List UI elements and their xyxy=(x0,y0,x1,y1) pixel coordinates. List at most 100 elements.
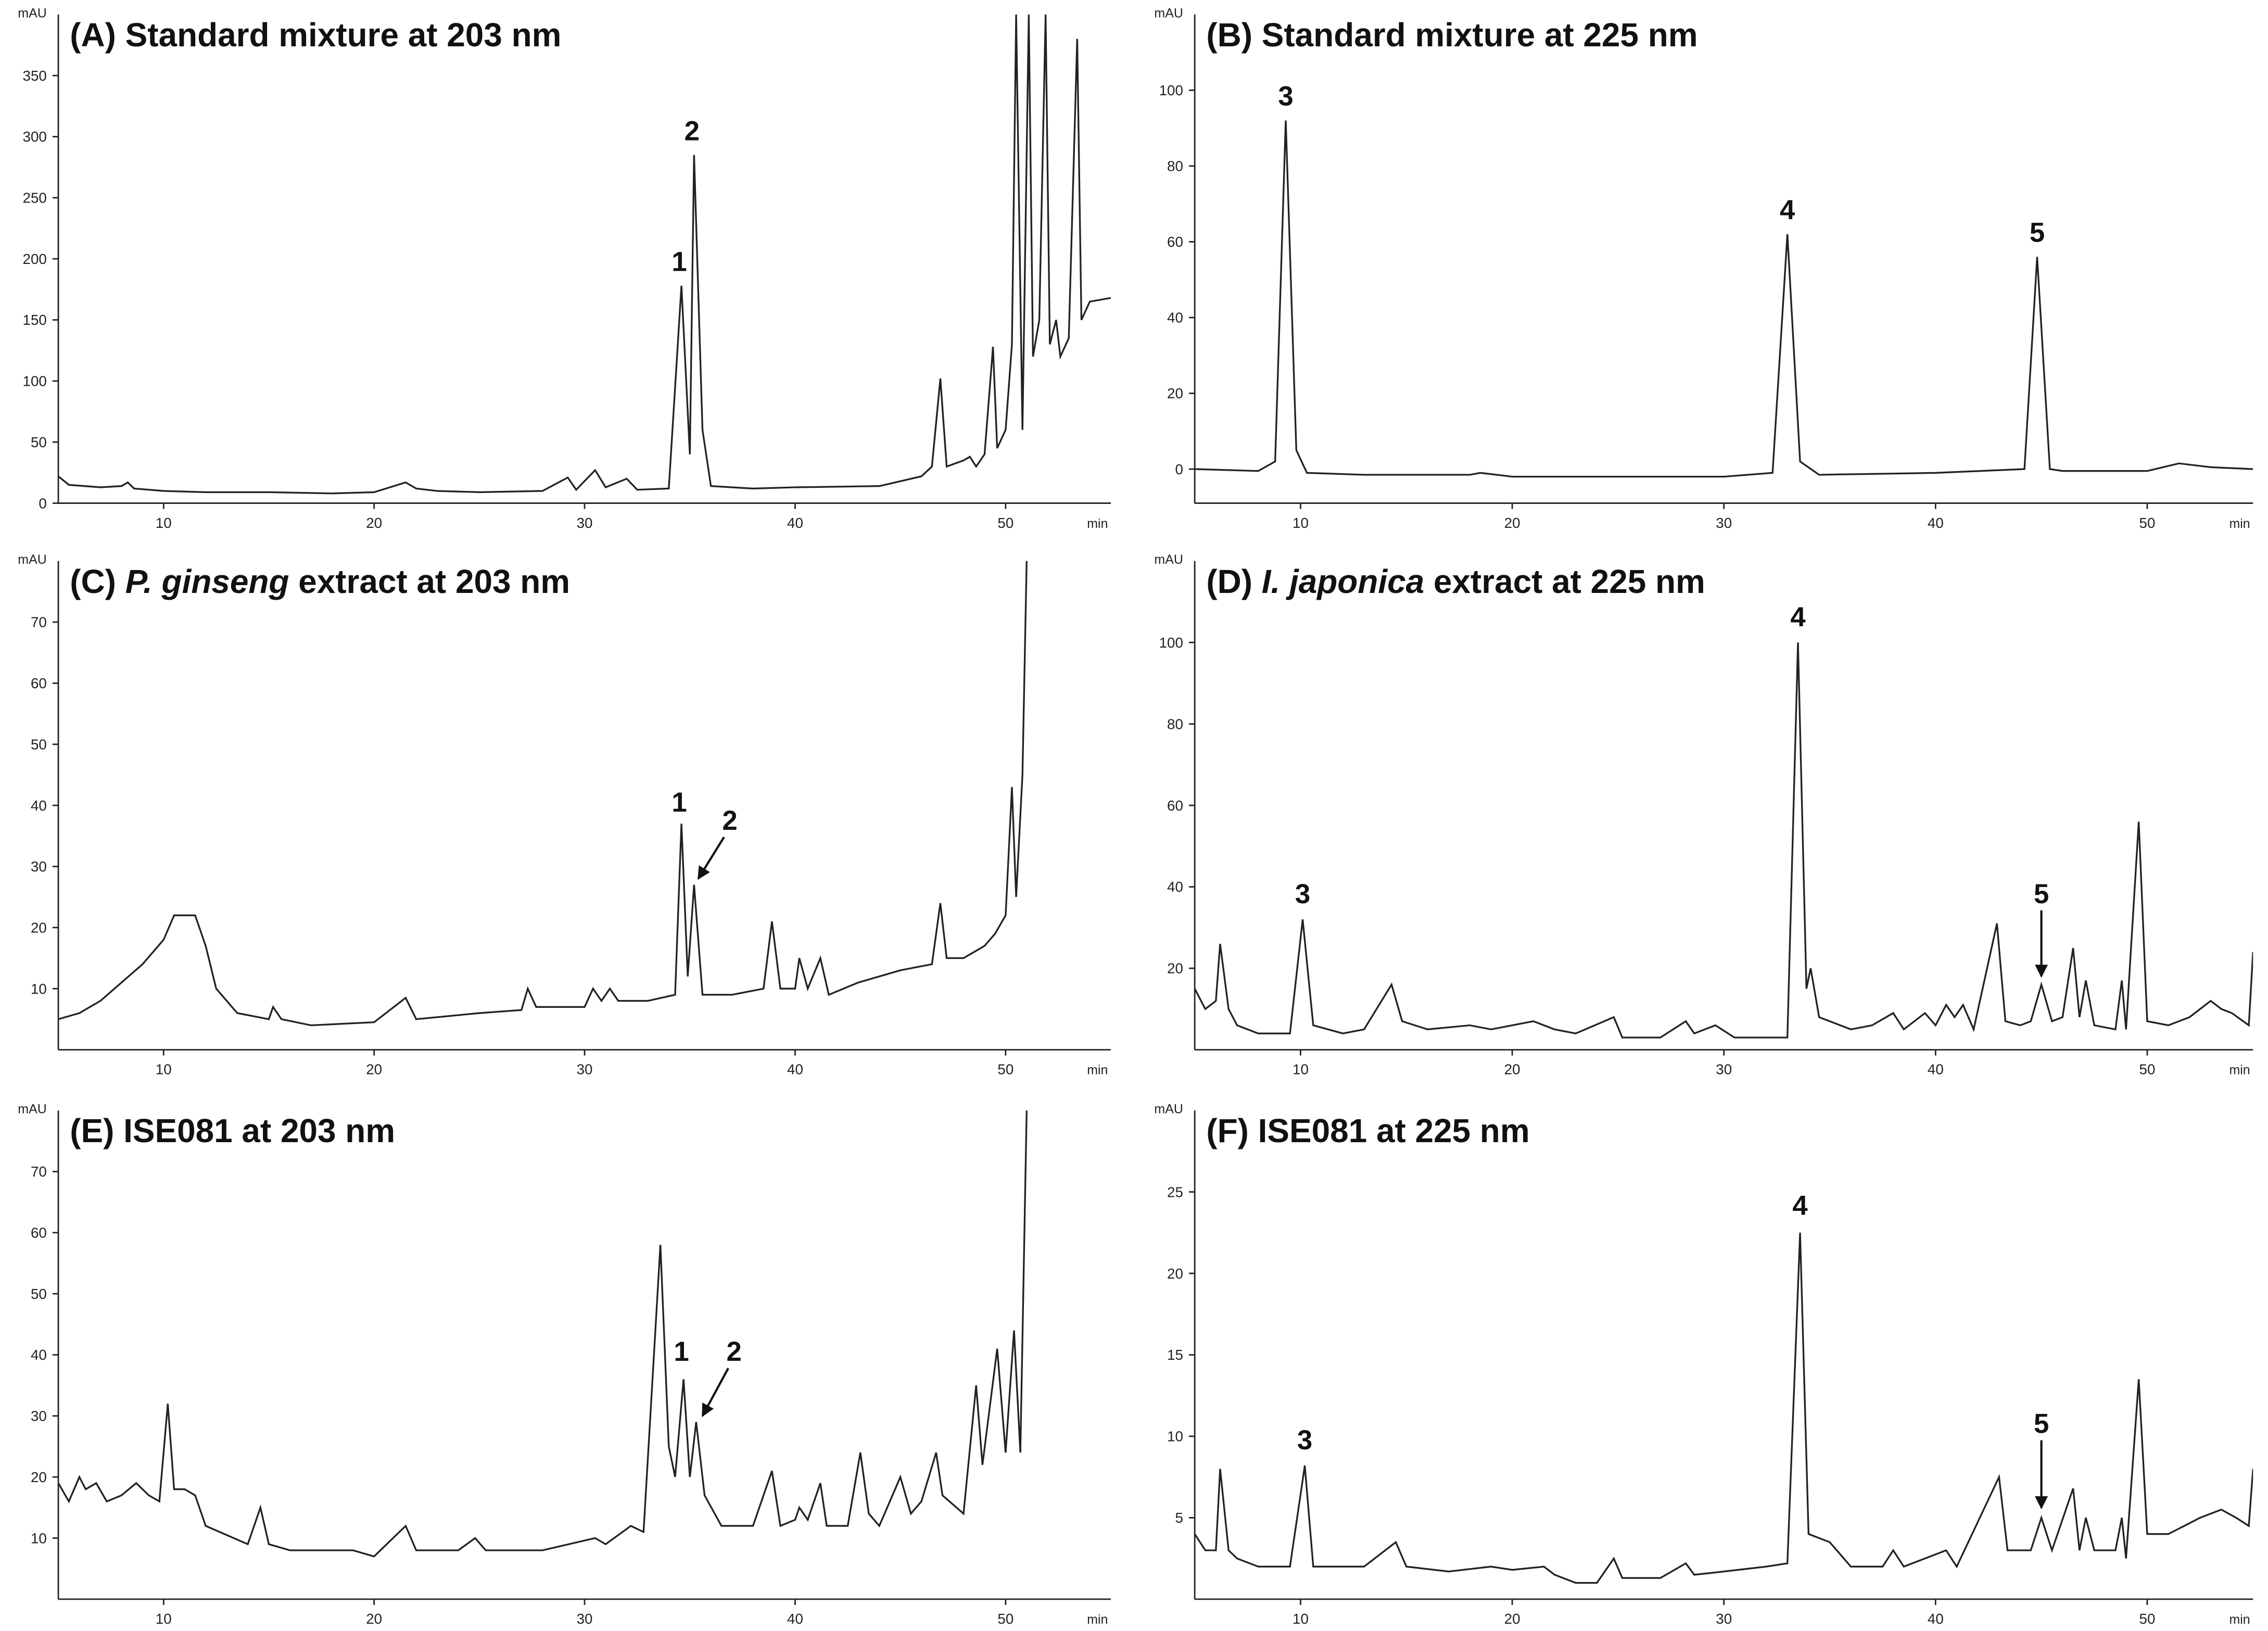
y-tick-label: 300 xyxy=(23,129,47,145)
peak-label: 5 xyxy=(2034,879,2049,909)
x-tick-label: 10 xyxy=(1293,1611,1309,1627)
y-tick-label: 30 xyxy=(31,1408,47,1424)
y-tick-label: 350 xyxy=(23,68,47,84)
title-part: (D) xyxy=(1206,563,1261,600)
y-tick-label: 20 xyxy=(31,1469,47,1485)
y-tick-label: 20 xyxy=(1167,960,1183,977)
y-tick-label: 70 xyxy=(31,1164,47,1180)
peak-label: 1 xyxy=(671,247,687,277)
y-tick-label: 40 xyxy=(1167,310,1183,326)
y-axis-label: mAU xyxy=(1154,1102,1183,1117)
x-tick-label: 20 xyxy=(366,515,382,531)
peak-label: 5 xyxy=(2030,217,2045,248)
y-tick-label: 10 xyxy=(1167,1428,1183,1445)
chromatogram-line xyxy=(1195,1232,2253,1584)
y-tick-label: 250 xyxy=(23,190,47,206)
chromatogram-line xyxy=(1195,120,2253,478)
y-tick-label: 15 xyxy=(1167,1347,1183,1363)
chart-title: (B) Standard mixture at 225 nm xyxy=(1206,16,1697,54)
y-tick-label: 40 xyxy=(31,1347,47,1363)
title-part: (F) ISE081 at 225 nm xyxy=(1206,1112,1529,1149)
x-tick-label: 10 xyxy=(156,1611,172,1627)
chart-title: (D) I. japonica extract at 225 nm xyxy=(1206,563,1705,600)
chart-panel: 5 10 15 20 25 10 20 30 40 50 mAU min (F) ISE081 at 2… xyxy=(1154,1102,2253,1627)
y-tick-label: 60 xyxy=(31,1225,47,1241)
x-tick-label: 20 xyxy=(366,1611,382,1627)
y-axis-label: mAU xyxy=(1154,552,1183,567)
x-tick-label: 40 xyxy=(1928,1611,1944,1627)
chart-panel: 20 40 60 80 100 10 20 30 40 50 mAU min (D) I. japoni… xyxy=(1154,552,2253,1078)
x-tick-label: 20 xyxy=(1504,1061,1521,1078)
x-axis-label: min xyxy=(1087,1063,1108,1078)
y-tick-label: 30 xyxy=(31,858,47,875)
peak-label: 4 xyxy=(1780,195,1795,225)
chart-title: (A) Standard mixture at 203 nm xyxy=(70,16,561,54)
y-tick-label: 50 xyxy=(31,736,47,752)
y-tick-label: 20 xyxy=(1167,1266,1183,1282)
chart-panel: 0 20 40 60 80 100 10 20 30 40 50 mAU min (B) Standard… xyxy=(1154,6,2253,531)
x-tick-label: 20 xyxy=(1504,1611,1521,1627)
y-tick-label: 100 xyxy=(1159,635,1183,651)
y-axis-label: mAU xyxy=(18,6,47,20)
chart-panel: 0 50 100 150 200 250 300 350 10 20 30 40 50 mAU min (A)… xyxy=(18,6,1111,531)
peak-label: 3 xyxy=(1278,81,1293,111)
peak-arrow xyxy=(697,836,725,880)
x-axis-label: min xyxy=(2229,1612,2250,1627)
chromatogram-line xyxy=(1195,642,2253,1039)
y-axis-label: mAU xyxy=(1154,6,1183,20)
y-tick-label: 150 xyxy=(23,312,47,328)
chromatogram-line xyxy=(58,1110,1028,1558)
y-tick-label: 100 xyxy=(23,373,47,389)
x-tick-label: 50 xyxy=(2139,1061,2156,1078)
peak-label: 1 xyxy=(671,787,687,818)
x-axis-label: min xyxy=(1087,516,1108,531)
chromatogram-line xyxy=(58,561,1028,1027)
peak-label: 4 xyxy=(1792,1190,1808,1221)
peak-label: 2 xyxy=(727,1336,742,1367)
peak-label: 3 xyxy=(1297,1425,1312,1456)
chromatogram-line xyxy=(58,14,1111,495)
x-tick-label: 40 xyxy=(787,515,803,531)
y-tick-label: 40 xyxy=(1167,879,1183,895)
y-tick-label: 80 xyxy=(1167,716,1183,732)
peak-arrow xyxy=(701,1368,729,1418)
title-part: extract at 225 nm xyxy=(1424,563,1705,600)
y-axis-label: mAU xyxy=(18,552,47,567)
title-part: (A) Standard mixture at 203 nm xyxy=(70,16,561,54)
x-tick-label: 30 xyxy=(577,1061,593,1078)
x-axis-label: min xyxy=(2229,516,2250,531)
title-part: P. ginseng xyxy=(125,563,289,600)
y-tick-label: 100 xyxy=(1159,82,1183,98)
title-part: (E) ISE081 at 203 nm xyxy=(70,1112,395,1149)
peak-label: 4 xyxy=(1790,602,1806,633)
x-tick-label: 10 xyxy=(156,515,172,531)
x-tick-label: 50 xyxy=(997,1061,1013,1078)
x-tick-label: 30 xyxy=(577,1611,593,1627)
y-tick-label: 0 xyxy=(39,495,46,511)
peak-label: 5 xyxy=(2034,1409,2049,1439)
y-tick-label: 10 xyxy=(31,1530,47,1546)
x-tick-label: 20 xyxy=(366,1061,382,1078)
y-tick-label: 0 xyxy=(1175,461,1183,477)
x-tick-label: 30 xyxy=(1716,1061,1732,1078)
x-tick-label: 10 xyxy=(156,1061,172,1078)
y-tick-label: 50 xyxy=(31,434,47,450)
title-part: (C) xyxy=(70,563,125,600)
chart-panel: 10 20 30 40 50 60 70 10 20 30 40 50 mAU min (C) P. gin… xyxy=(18,552,1111,1078)
chart-title: (F) ISE081 at 225 nm xyxy=(1206,1112,1529,1149)
title-part: (B) Standard mixture at 225 nm xyxy=(1206,16,1697,54)
y-tick-label: 50 xyxy=(31,1286,47,1302)
x-tick-label: 50 xyxy=(997,1611,1013,1627)
peak-label: 2 xyxy=(685,116,700,147)
y-tick-label: 20 xyxy=(31,919,47,935)
y-tick-label: 200 xyxy=(23,251,47,267)
x-tick-label: 40 xyxy=(1928,515,1944,531)
x-axis-label: min xyxy=(2229,1063,2250,1078)
x-tick-label: 30 xyxy=(1716,515,1732,531)
x-tick-label: 50 xyxy=(997,515,1013,531)
title-part: extract at 203 nm xyxy=(289,563,570,600)
x-tick-label: 10 xyxy=(1293,1061,1309,1078)
chart-title: (E) ISE081 at 203 nm xyxy=(70,1112,395,1149)
